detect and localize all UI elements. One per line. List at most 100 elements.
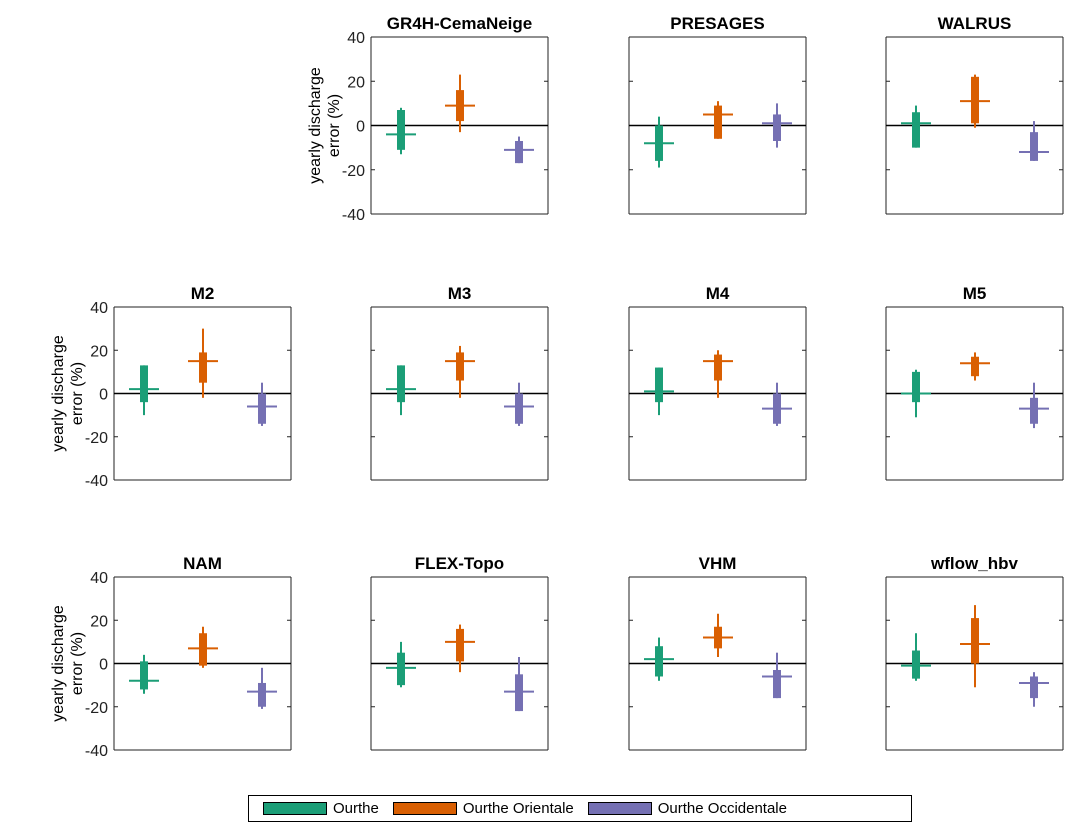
panel-title: M3 [448,284,472,303]
y-axis-label-line: yearly discharge [50,605,67,722]
y-tick-label: 40 [90,570,108,587]
iqr-box [714,105,722,139]
y-tick-label: 40 [347,30,365,47]
panel-title: WALRUS [938,14,1012,33]
iqr-box [971,76,979,124]
box-ourthe-occidentale [1019,121,1049,161]
panel-presages: PRESAGES [628,14,807,215]
iqr-box [199,352,207,383]
y-axis-label: yearly discharge error (%) [50,605,86,722]
legend-item-ourthe: Ourthe [263,800,379,817]
y-tick-label: 0 [99,387,108,404]
box-ourthe-orientale [703,350,733,398]
box-ourthe-occidentale [247,382,277,426]
legend-swatch-ourthe-orientale [392,802,457,815]
iqr-box [258,393,266,424]
panel-wflow-hbv: wflow_hbv [885,554,1064,751]
box-ourthe [386,107,416,155]
legend: Ourthe Ourthe Orientale Ourthe Occidenta… [248,795,912,822]
legend-label-ourthe: Ourthe [333,800,379,817]
box-ourthe [901,633,931,681]
iqr-box [773,114,781,141]
panel-title: FLEX-Topo [415,554,504,573]
panel-title: PRESAGES [670,14,764,33]
panel-title: M4 [706,284,730,303]
iqr-box [1030,132,1038,161]
legend-item-ourthe-orientale: Ourthe Orientale [392,800,574,817]
box-ourthe [386,365,416,416]
legend-swatch-ourthe-occidentale [587,802,652,815]
panel-title: NAM [183,554,222,573]
panel-m2: M2 -40 -20 0 20 40 yearly discharge error (%) [50,284,292,490]
box-ourthe-orientale [188,328,218,398]
box-ourthe-orientale [960,74,990,128]
y-tick-label: -40 [85,743,108,760]
y-axis-label-line: error (%) [69,632,86,695]
y-axis-label-line: error (%) [69,362,86,425]
y-axis-label-line: yearly discharge [50,335,67,452]
box-ourthe-orientale [188,626,218,668]
panel-m4: M4 [628,284,807,481]
iqr-box [714,354,722,381]
box-ourthe-occidentale [762,103,792,148]
iqr-box [397,365,405,403]
box-ourthe [644,637,674,681]
box-ourthe-orientale [703,613,733,658]
box-ourthe-occidentale [504,382,534,426]
y-tick-label: 0 [99,657,108,674]
legend-label-ourthe-occidentale: Ourthe Occidentale [657,800,787,817]
iqr-box [515,674,523,712]
box-ourthe-occidentale [504,136,534,164]
panel-flex-topo: FLEX-Topo [370,554,549,751]
iqr-box [515,140,523,164]
box-ourthe-occidentale [504,657,534,712]
box-ourthe-occidentale [762,652,792,699]
iqr-box [199,633,207,666]
panel-vhm: VHM [628,554,807,751]
box-ourthe-orientale [703,101,733,139]
iqr-box [655,367,663,403]
y-tick-label: -40 [342,207,365,224]
iqr-box [140,661,148,690]
panel-walrus: WALRUS [885,14,1064,215]
panel-m5: M5 [885,284,1064,481]
y-tick-label: 0 [356,119,365,136]
panel-title: GR4H-CemaNeige [387,14,533,33]
box-ourthe-occidentale [1019,382,1049,429]
legend-item-ourthe-occidentale: Ourthe Occidentale [587,800,787,817]
legend-label-ourthe-orientale: Ourthe Orientale [462,800,574,817]
iqr-box [456,628,464,662]
iqr-box [397,110,405,150]
box-ourthe-orientale [445,74,475,133]
box-ourthe [901,105,931,148]
y-tick-label: -20 [85,430,108,447]
iqr-box [971,618,979,664]
iqr-box [912,650,920,679]
box-ourthe [129,365,159,416]
y-axis-label-line: error (%) [326,94,343,157]
box-ourthe [644,116,674,168]
iqr-box [912,371,920,403]
box-ourthe-orientale [960,352,990,381]
y-tick-label: -40 [85,473,108,490]
panel-gr4h-cemaneige: GR4H-CemaNeige -40 -20 0 20 40 yearly discharg… [307,14,549,224]
box-ourthe-orientale [445,345,475,398]
iqr-box [456,352,464,381]
panel-title: M5 [963,284,987,303]
box-ourthe [644,367,674,416]
iqr-box [397,652,405,686]
panel-title: VHM [699,554,737,573]
y-tick-label: 20 [90,343,108,360]
y-tick-label: -20 [342,163,365,180]
box-ourthe-occidentale [762,382,792,426]
iqr-box [258,682,266,707]
y-tick-label: -20 [85,700,108,717]
iqr-box [971,356,979,377]
y-axis-label: yearly discharge error (%) [307,67,343,184]
y-tick-label: 20 [90,613,108,630]
panel-m3: M3 [370,284,549,481]
panel-title: M2 [191,284,215,303]
y-tick-label: 20 [347,74,365,91]
box-ourthe-occidentale [247,667,277,709]
